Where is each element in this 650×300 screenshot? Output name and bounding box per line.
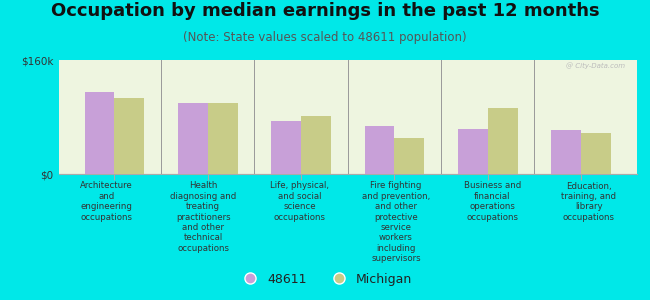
- Legend: 48611, Michigan: 48611, Michigan: [233, 268, 417, 291]
- Bar: [551, 130, 581, 174]
- Bar: [84, 92, 114, 174]
- Bar: [178, 103, 208, 174]
- Bar: [488, 108, 517, 174]
- Text: @ City-Data.com: @ City-Data.com: [566, 62, 625, 69]
- Bar: [365, 125, 395, 174]
- Bar: [395, 138, 424, 174]
- Bar: [271, 121, 301, 174]
- Text: (Note: State values scaled to 48611 population): (Note: State values scaled to 48611 popu…: [183, 32, 467, 44]
- Text: Life, physical,
and social
science
occupations: Life, physical, and social science occup…: [270, 182, 329, 222]
- Text: Education,
training, and
library
occupations: Education, training, and library occupat…: [562, 182, 616, 222]
- Text: Business and
financial
operations
occupations: Business and financial operations occupa…: [463, 182, 521, 222]
- Text: Occupation by median earnings in the past 12 months: Occupation by median earnings in the pas…: [51, 2, 599, 20]
- Text: Health
diagnosing and
treating
practitioners
and other
technical
occupations: Health diagnosing and treating practitio…: [170, 182, 236, 253]
- Text: Fire fighting
and prevention,
and other
protective
service
workers
including
sup: Fire fighting and prevention, and other …: [362, 182, 430, 263]
- Bar: [458, 129, 488, 174]
- Bar: [581, 133, 611, 174]
- Bar: [301, 116, 331, 174]
- Text: Architecture
and
engineering
occupations: Architecture and engineering occupations: [81, 182, 133, 222]
- Bar: [114, 98, 144, 174]
- Bar: [208, 103, 238, 174]
